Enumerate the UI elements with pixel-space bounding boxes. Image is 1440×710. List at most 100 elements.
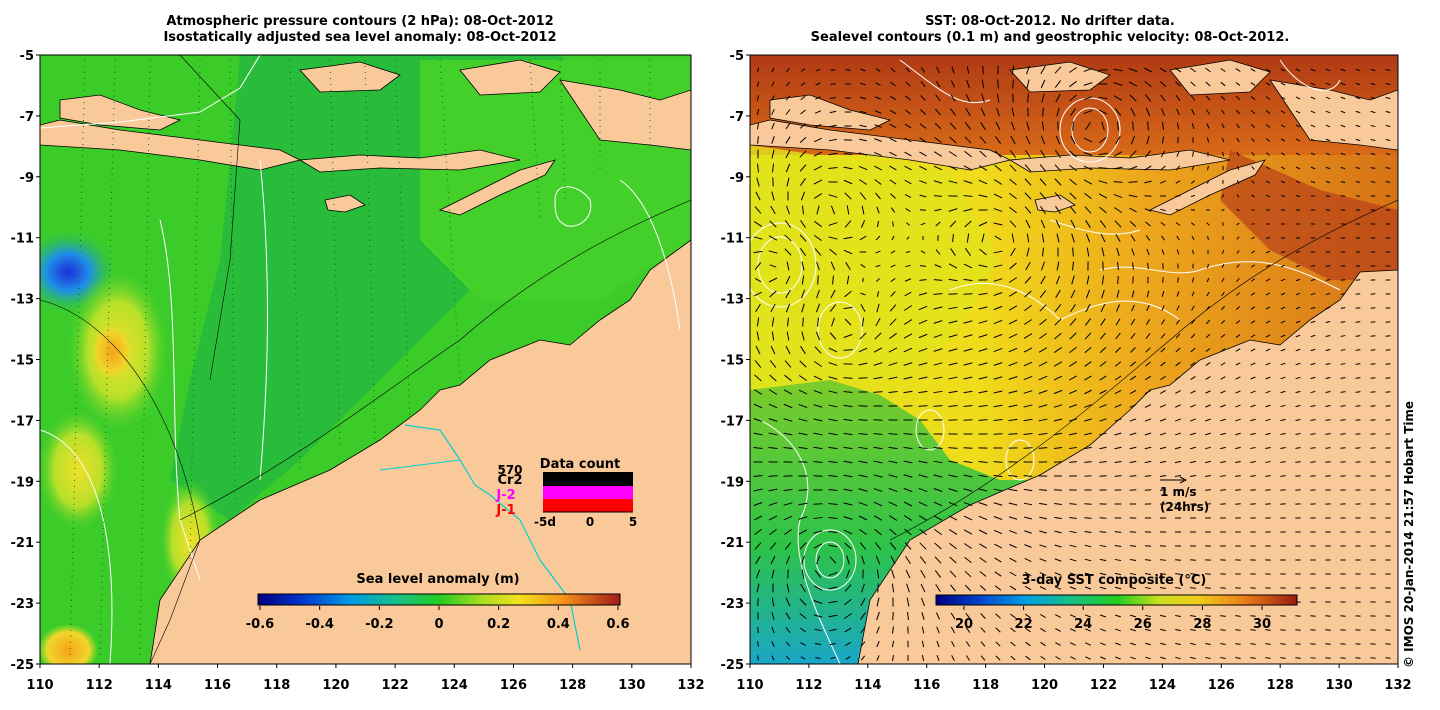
velocity-arrow bbox=[1144, 180, 1152, 184]
velocity-arrow bbox=[1055, 289, 1061, 299]
velocity-arrow bbox=[860, 641, 866, 647]
velocity-arrow bbox=[1130, 332, 1136, 340]
velocity-arrow bbox=[1114, 361, 1122, 367]
velocity-arrow bbox=[1115, 233, 1121, 243]
velocity-arrow bbox=[978, 306, 988, 310]
velocity-arrow bbox=[757, 163, 759, 173]
velocity-arrow bbox=[828, 362, 838, 366]
velocity-arrow bbox=[1205, 587, 1211, 589]
velocity-arrow bbox=[1310, 279, 1316, 281]
velocity-arrow bbox=[757, 136, 759, 144]
velocity-arrow bbox=[903, 460, 913, 464]
velocity-arrow bbox=[1295, 418, 1301, 422]
sst-colorbar: 3-day SST composite (°C) 20 22 24 26 28 30 bbox=[935, 573, 1298, 632]
velocity-arrow bbox=[1129, 446, 1137, 450]
velocity-arrow bbox=[1280, 194, 1286, 198]
left-x-tick-label: 118 bbox=[263, 678, 290, 693]
left-y-tick-label: -7 bbox=[20, 110, 34, 125]
velocity-arrow bbox=[1174, 418, 1182, 422]
velocity-arrow bbox=[1280, 292, 1286, 296]
velocity-arrow bbox=[1009, 543, 1017, 549]
velocity-arrow bbox=[1370, 657, 1376, 659]
velocity-arrow bbox=[889, 528, 897, 536]
velocity-arrow bbox=[950, 584, 956, 592]
velocity-arrow bbox=[768, 418, 778, 422]
velocity-arrow bbox=[1310, 348, 1316, 352]
velocity-arrow bbox=[813, 179, 823, 185]
velocity-arrow bbox=[979, 150, 987, 158]
velocity-arrow bbox=[1160, 361, 1166, 367]
velocity-arrow bbox=[1083, 165, 1093, 171]
velocity-arrow bbox=[978, 264, 988, 268]
velocity-arrow bbox=[1251, 264, 1255, 268]
left-map[interactable] bbox=[20, 55, 691, 676]
velocity-arrow bbox=[785, 555, 791, 565]
right-map[interactable] bbox=[744, 55, 1398, 664]
velocity-arrow bbox=[817, 317, 819, 327]
velocity-arrow bbox=[948, 390, 958, 394]
velocity-arrow bbox=[1069, 206, 1077, 214]
velocity-arrow bbox=[1117, 275, 1119, 285]
velocity-arrow bbox=[1235, 404, 1241, 408]
velocity-arrow bbox=[933, 488, 943, 492]
velocity-arrow bbox=[1190, 194, 1196, 198]
velocity-arrow bbox=[1129, 545, 1137, 547]
velocity-arrow bbox=[1024, 585, 1032, 591]
velocity-arrow bbox=[785, 95, 791, 101]
velocity-arrow bbox=[1024, 276, 1032, 284]
velocity-arrow bbox=[830, 656, 836, 660]
velocity-arrow bbox=[1162, 277, 1164, 283]
velocity-arrow bbox=[1370, 138, 1376, 142]
velocity-arrow bbox=[1069, 80, 1077, 88]
velocity-arrow bbox=[1054, 544, 1062, 548]
velocity-arrow bbox=[785, 163, 791, 173]
velocity-arrow bbox=[754, 291, 762, 297]
velocity-arrow bbox=[1370, 167, 1376, 169]
velocity-arrow bbox=[1008, 433, 1018, 435]
right-x-tick-label: 126 bbox=[1208, 678, 1235, 693]
velocity-arrow bbox=[1266, 209, 1270, 211]
velocity-arrow bbox=[1265, 110, 1271, 114]
velocity-arrow bbox=[1055, 219, 1061, 229]
velocity-arrow bbox=[814, 110, 822, 114]
velocity-arrow bbox=[1250, 643, 1256, 645]
velocity-arrow bbox=[936, 640, 940, 648]
velocity-arrow bbox=[919, 542, 927, 550]
velocity-arrow bbox=[1250, 82, 1256, 86]
velocity-arrow bbox=[1220, 404, 1226, 408]
velocity-arrow bbox=[828, 194, 838, 198]
velocity-arrow bbox=[933, 447, 943, 449]
velocity-arrow bbox=[1084, 361, 1092, 367]
velocity-arrow bbox=[1038, 432, 1048, 436]
velocity-arrow bbox=[965, 248, 971, 256]
velocity-arrow bbox=[1010, 627, 1016, 633]
velocity-arrow bbox=[828, 432, 838, 436]
velocity-arrow bbox=[1191, 180, 1195, 184]
velocity-arrow bbox=[1056, 233, 1060, 243]
velocity-arrow bbox=[860, 264, 866, 268]
velocity-arrow bbox=[1114, 460, 1122, 464]
left-map-borneo-sulawesi bbox=[59, 59, 691, 151]
velocity-arrow bbox=[905, 569, 911, 579]
velocity-arrow bbox=[1250, 418, 1256, 422]
velocity-arrow bbox=[890, 207, 896, 213]
velocity-arrow bbox=[1041, 121, 1045, 131]
velocity-arrow bbox=[1069, 332, 1077, 340]
velocity-arrow bbox=[1129, 559, 1137, 561]
velocity-arrow bbox=[1221, 123, 1225, 129]
velocity-arrow bbox=[1250, 404, 1256, 408]
velocity-arrow bbox=[813, 585, 823, 591]
velocity-arrow bbox=[799, 360, 807, 368]
right-bathymetry-line bbox=[889, 199, 1398, 541]
velocity-arrow bbox=[1206, 222, 1210, 226]
velocity-arrow bbox=[1175, 333, 1181, 339]
velocity-arrow bbox=[1098, 152, 1108, 156]
velocity-arrow bbox=[1176, 108, 1180, 116]
velocity-arrow bbox=[1205, 333, 1211, 339]
velocity-arrow bbox=[1370, 321, 1376, 323]
right-y-tick-label: -15 bbox=[721, 354, 745, 369]
velocity-arrow bbox=[875, 555, 881, 565]
velocity-arrow bbox=[933, 292, 943, 296]
velocity-arrow bbox=[876, 597, 880, 607]
velocity-arrow bbox=[1235, 615, 1241, 617]
